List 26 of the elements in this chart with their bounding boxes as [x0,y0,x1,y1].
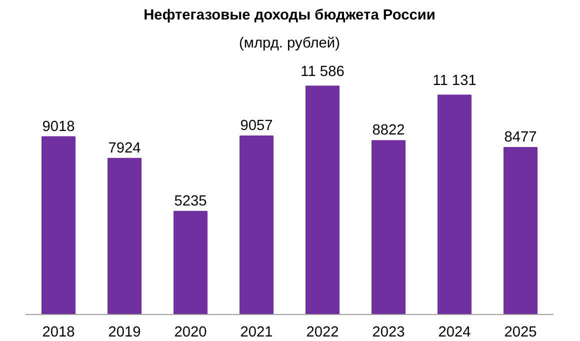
chart-title: Нефтегазовые доходы бюджета России [144,8,436,24]
bar [240,136,274,314]
x-tick-label: 2021 [240,324,273,340]
chart-subtitle: (млрд. рублей) [239,36,340,52]
data-label: 7924 [108,140,141,156]
data-label: 9057 [240,118,273,134]
data-label: 5235 [174,193,207,210]
bar [42,136,76,314]
x-tick-label: 2019 [108,324,141,340]
data-label: 8822 [372,122,405,139]
bar [174,210,208,314]
x-tick-label: 2023 [372,324,405,340]
bar [438,94,472,314]
bar [372,140,406,314]
x-tick-label: 2020 [174,324,207,340]
x-tick-label: 2025 [504,324,537,340]
data-label: 8477 [504,129,537,146]
bar [504,146,538,314]
data-label: 9018 [42,118,75,135]
x-tick-label: 2022 [306,324,339,340]
data-label: 11 131 [432,73,476,90]
bar [108,158,142,314]
x-tick-label: 2018 [42,324,75,340]
x-tick-label: 2024 [438,324,471,340]
data-label: 11 586 [300,64,344,80]
bar [306,86,340,314]
